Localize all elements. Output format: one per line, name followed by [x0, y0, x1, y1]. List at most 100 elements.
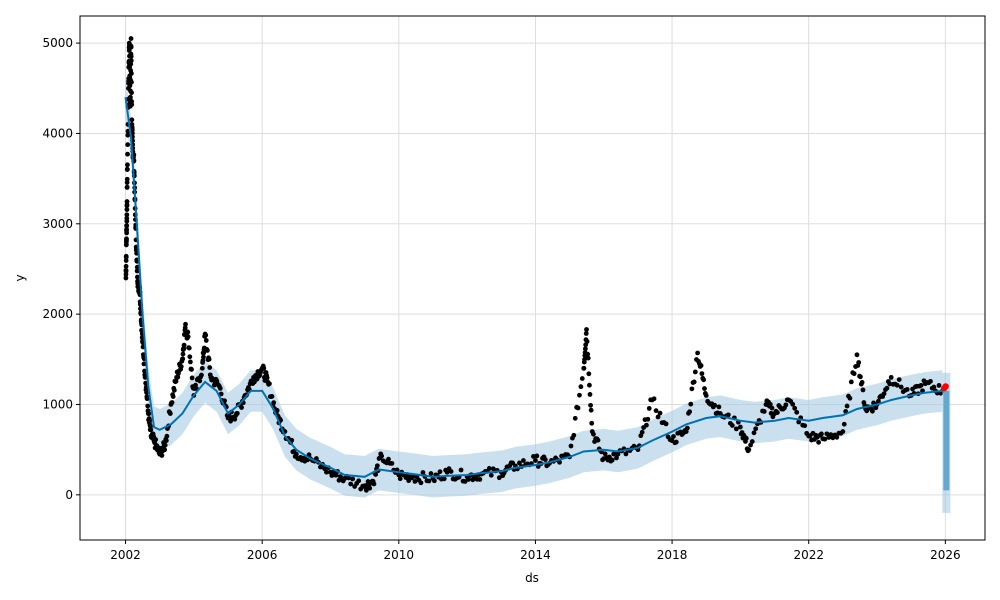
observed-point [486, 466, 492, 471]
observed-point [655, 414, 661, 420]
y-tick-label: 5000 [42, 36, 73, 50]
observed-point [162, 442, 168, 448]
observed-point [205, 348, 210, 353]
observed-point [645, 416, 651, 422]
observed-point [657, 410, 663, 416]
x-tick-label: 2014 [520, 548, 551, 562]
observed-point [397, 476, 403, 482]
observed-point [733, 426, 739, 432]
observed-point [725, 412, 731, 418]
observed-point [199, 365, 205, 371]
observed-point [746, 447, 752, 453]
plot-frame [79, 15, 986, 541]
observed-point [651, 396, 657, 402]
observed-point [898, 384, 904, 390]
observed-point [918, 382, 924, 388]
observed-point [171, 387, 177, 393]
observed-point [185, 334, 191, 340]
observed-point [239, 405, 244, 410]
observed-point [218, 391, 224, 397]
observed-point [181, 346, 187, 352]
observed-point [571, 432, 577, 438]
observed-point [673, 439, 679, 445]
observed-point [356, 478, 362, 484]
observed-point [189, 375, 195, 381]
observed-point [854, 352, 860, 358]
observed-point [199, 372, 204, 378]
observed-point [186, 345, 192, 351]
observed-point [860, 387, 866, 393]
observed-point [142, 368, 147, 374]
observed-point [749, 439, 755, 444]
observed-point [182, 325, 188, 331]
observed-point [729, 423, 735, 428]
observed-point [128, 58, 134, 64]
observed-point [588, 407, 594, 413]
observed-point [187, 359, 193, 365]
observed-point [864, 408, 870, 414]
observed-point [134, 268, 140, 274]
x-tick-label: 2006 [247, 548, 278, 562]
observed-point [444, 469, 450, 475]
observed-point [848, 379, 854, 385]
observed-point [585, 355, 591, 361]
observed-point [653, 408, 659, 414]
observed-point [124, 218, 130, 224]
observed-point [743, 435, 749, 441]
observed-point [123, 254, 129, 260]
highlight-point [942, 383, 949, 390]
observed-point [389, 460, 395, 466]
observed-point [521, 458, 526, 463]
observed-point [147, 418, 153, 423]
x-axis-ticks: 2002 2006 2010 2014 2018 2022 2026 [110, 540, 961, 562]
observed-point [615, 451, 621, 457]
observed-point [180, 351, 186, 357]
observed-point [145, 395, 150, 401]
observed-point [346, 475, 352, 481]
observed-point [185, 329, 191, 335]
observed-point [644, 422, 649, 428]
observed-point [169, 400, 175, 405]
observed-point [646, 406, 652, 411]
observed-point [577, 392, 582, 398]
observed-point [201, 354, 206, 360]
observed-point [466, 477, 471, 482]
observed-point [533, 458, 538, 463]
observed-point [125, 132, 131, 138]
observed-point [578, 384, 584, 390]
observed-point [164, 433, 170, 439]
observed-point [324, 469, 329, 475]
observed-point [840, 429, 846, 434]
observed-point [769, 405, 775, 411]
observed-point [623, 451, 629, 457]
observed-point [379, 453, 385, 459]
observed-point [222, 398, 228, 404]
observed-point [123, 268, 129, 274]
observed-point [410, 474, 416, 480]
observed-point [928, 378, 933, 384]
forecast-trend-line [124, 97, 943, 478]
x-tick-label: 2010 [384, 548, 415, 562]
observed-point [217, 385, 223, 391]
observed-point [510, 460, 516, 466]
observed-point [181, 342, 187, 348]
observed-point [293, 451, 299, 457]
observed-point [841, 421, 847, 427]
observed-point [904, 386, 910, 392]
observed-point [124, 167, 130, 172]
observed-point [129, 117, 135, 123]
observed-point [123, 275, 129, 281]
observed-point [692, 369, 698, 375]
observed-point [261, 365, 267, 371]
observed-point [314, 456, 319, 461]
observed-point [437, 469, 443, 475]
observed-point [187, 354, 193, 360]
observed-point [271, 400, 277, 406]
observed-point [639, 429, 645, 435]
forecast-tail-band [942, 372, 951, 513]
observed-point [583, 331, 589, 336]
observed-point [124, 223, 130, 229]
observed-point [701, 377, 707, 383]
y-tick-label: 4000 [42, 126, 73, 140]
